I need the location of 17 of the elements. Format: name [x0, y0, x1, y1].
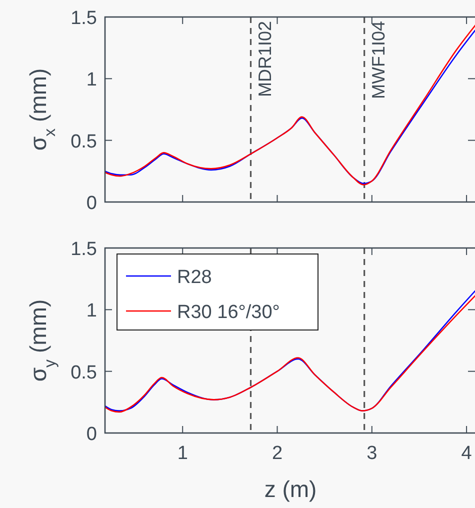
legend-label: R28 [177, 267, 212, 288]
y-tick-label: 1.5 [70, 8, 97, 29]
y-tick-label: 0.5 [70, 131, 97, 152]
x-axis-title: z (m) [264, 476, 317, 502]
ref-line-label: MWF1I04 [368, 21, 388, 100]
x-tick-label: 1 [177, 443, 188, 464]
y-tick-label: 0 [86, 424, 97, 445]
legend-label: R30 16°/30° [177, 302, 280, 323]
y-tick-label: 1 [86, 300, 97, 322]
y-tick-label: 1 [86, 70, 97, 91]
x-tick-label: 2 [272, 443, 283, 464]
x-tick-label: 4 [461, 443, 472, 464]
y-tick-label: 0 [86, 193, 97, 214]
y-tick-label: 1.5 [70, 239, 97, 260]
y-tick-label: 0.5 [70, 362, 97, 384]
ref-line-label: MDR1I02 [254, 21, 275, 98]
x-tick-label: 3 [366, 443, 378, 464]
